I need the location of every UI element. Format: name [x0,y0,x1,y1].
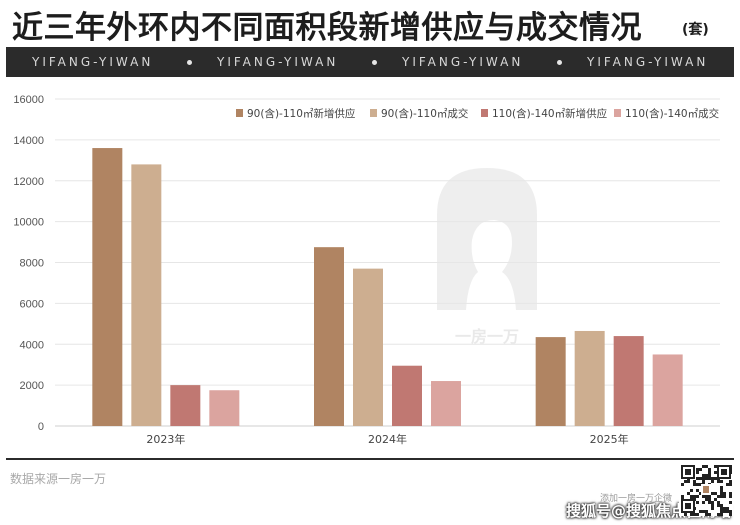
banner-dot [372,60,377,65]
bar [613,336,644,426]
banner-text: YIFANG-YIWAN [217,55,339,69]
bar [574,330,605,426]
y-tick-label: 10000 [13,217,44,229]
legend-label: 90(含)-110㎡新增供应 [247,107,356,120]
y-tick-label: 2000 [20,380,44,392]
gridlines [55,98,720,427]
y-tick-label: 8000 [20,258,44,270]
legend-swatch [236,109,243,117]
bar-chart: 一房一万 0 2000 4000 6000 8000 10000 12000 14000 160… [13,94,720,446]
banner-text: YIFANG-YIWAN [402,55,524,69]
x-tick-label: 2024年 [368,432,407,446]
legend: 90(含)-110㎡新增供应 90(含)-110㎡成交 110(含)-140㎡新增供… [236,107,720,120]
title-unit: (套) [682,22,709,38]
x-tick-label: 2025年 [590,432,629,446]
bar [392,365,422,426]
bars [92,148,683,427]
title-row: 近三年外环内不同面积段新增供应与成交情况 (套) [12,2,732,46]
bar [92,148,123,427]
y-tick-label: 6000 [20,298,44,310]
x-tick-label: 2023年 [146,432,185,446]
bar [209,390,240,426]
bar [170,385,201,426]
y-tick-label: 16000 [13,94,44,106]
watermark-text: 一房一万 [455,327,519,346]
data-source: 数据来源一房一万 [10,472,107,486]
banner-dot [557,60,562,65]
y-tick-label: 0 [38,421,44,433]
banner-text: YIFANG-YIWAN [587,55,709,69]
brand-banner: YIFANG-YIWAN YIFANG-YIWAN YIFANG-YIWAN Y… [6,47,734,77]
bar [314,247,344,426]
y-tick-label: 4000 [20,339,44,351]
y-tick-label: 14000 [13,135,44,147]
bar [652,354,683,426]
legend-label: 110(含)-140㎡新增供应 [492,107,608,120]
page-title: 近三年外环内不同面积段新增供应与成交情况 [12,10,642,46]
x-axis: 2023年 2024年 2025年 [146,432,628,446]
bar [131,164,162,426]
bar [535,337,566,426]
banner-dot [187,60,192,65]
add-wechat-text: 添加一房一万企微 [600,494,673,504]
bar [353,268,383,426]
qr-code-icon [679,464,733,516]
banner-text: YIFANG-YIWAN [32,55,154,69]
legend-label: 110(含)-140㎡成交 [625,107,720,120]
y-tick-label: 12000 [13,176,44,188]
legend-swatch [481,109,488,117]
legend-swatch [370,109,377,117]
legend-swatch [614,109,621,117]
bar [431,381,461,426]
legend-label: 90(含)-110㎡成交 [381,107,469,120]
y-axis: 0 2000 4000 6000 8000 10000 12000 14000 16000 [13,94,44,433]
watermark-logo: 一房一万 [437,168,537,346]
divider [6,458,734,460]
